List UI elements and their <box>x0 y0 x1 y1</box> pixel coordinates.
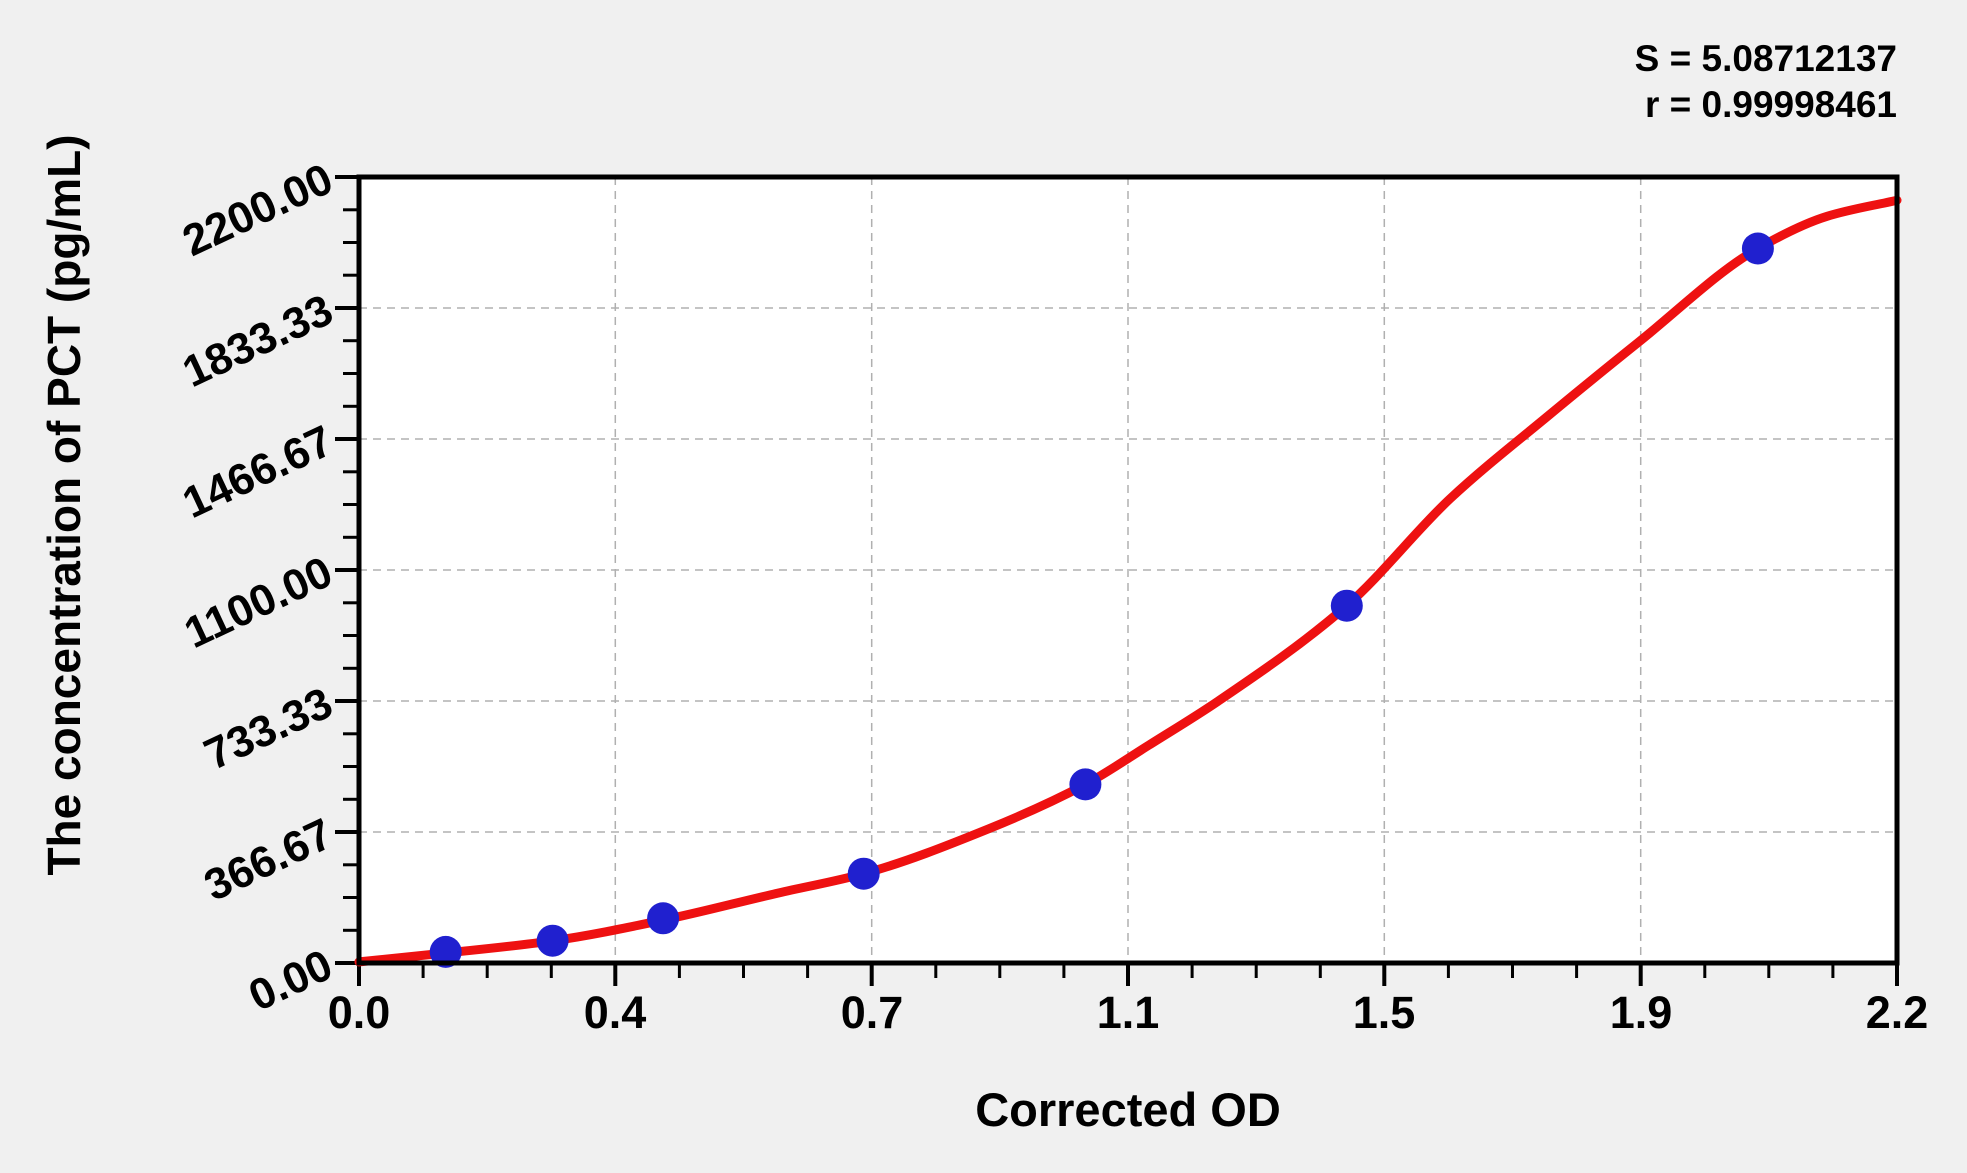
y-axis-title: The concentration of PCT (pg/mL) <box>38 134 90 876</box>
x-tick-label: 2.2 <box>1865 987 1929 1038</box>
x-axis-title: Corrected OD <box>975 1083 1281 1136</box>
data-points <box>429 232 1774 968</box>
plot-border <box>356 174 1900 966</box>
data-point <box>847 857 880 890</box>
fit-statistics: S = 5.08712137 r = 0.99998461 <box>1635 36 1897 128</box>
data-point <box>647 902 680 935</box>
data-point <box>1330 589 1363 622</box>
x-tick-label: 0.0 <box>327 987 391 1038</box>
x-tick-label: 1.1 <box>1096 987 1160 1038</box>
x-tick-label: 1.9 <box>1609 987 1673 1038</box>
fit-statistic-r: r = 0.99998461 <box>1644 84 1897 125</box>
fit-statistic-s: S = 5.08712137 <box>1634 38 1897 79</box>
data-point <box>1741 232 1774 265</box>
data-point <box>536 924 569 957</box>
data-point <box>1069 768 1102 801</box>
x-tick-label: 0.7 <box>840 987 904 1038</box>
data-point <box>429 935 462 968</box>
x-tick-label: 1.5 <box>1352 987 1416 1038</box>
fit-curve-line <box>354 195 1902 967</box>
x-tick-label: 0.4 <box>583 987 647 1038</box>
